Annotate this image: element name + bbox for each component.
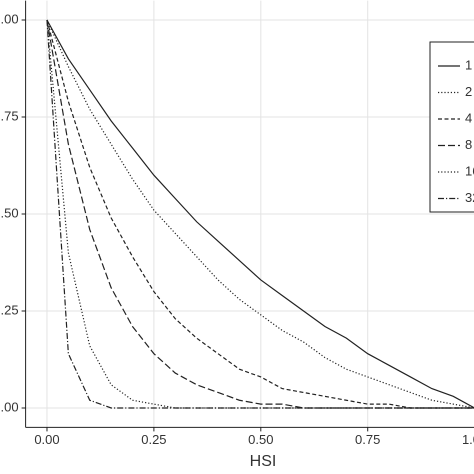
- x-axis-title: HSI: [250, 453, 277, 470]
- legend-label: 4: [465, 110, 472, 125]
- legend-label: 1: [465, 57, 472, 72]
- line-series: [46, 19, 474, 409]
- legend-box: [429, 41, 474, 213]
- line-series: [46, 19, 474, 409]
- y-tick-label: 0.25: [0, 302, 19, 317]
- legend-label: 16: [465, 163, 474, 178]
- line-series: [46, 19, 474, 409]
- y-tick-label: 0.75: [0, 108, 19, 123]
- line-series: [46, 19, 474, 409]
- x-tick-label: 1.00: [462, 432, 474, 447]
- x-tick-label: 0.00: [34, 432, 59, 447]
- legend: 1 2 4 8 16 32: [429, 41, 474, 213]
- legend-label: 32: [465, 190, 474, 205]
- legend-label: 2: [465, 84, 472, 99]
- y-tick-label: 1.00: [0, 11, 19, 26]
- y-tick-label: 0.00: [0, 399, 19, 414]
- line-series: [46, 19, 474, 409]
- line-series: [46, 19, 474, 409]
- y-tick-label: 0.50: [0, 205, 19, 220]
- x-tick-label: 0.50: [248, 432, 273, 447]
- x-tick-label: 0.75: [355, 432, 380, 447]
- x-tick-label: 0.25: [141, 432, 166, 447]
- legend-label: 8: [465, 137, 472, 152]
